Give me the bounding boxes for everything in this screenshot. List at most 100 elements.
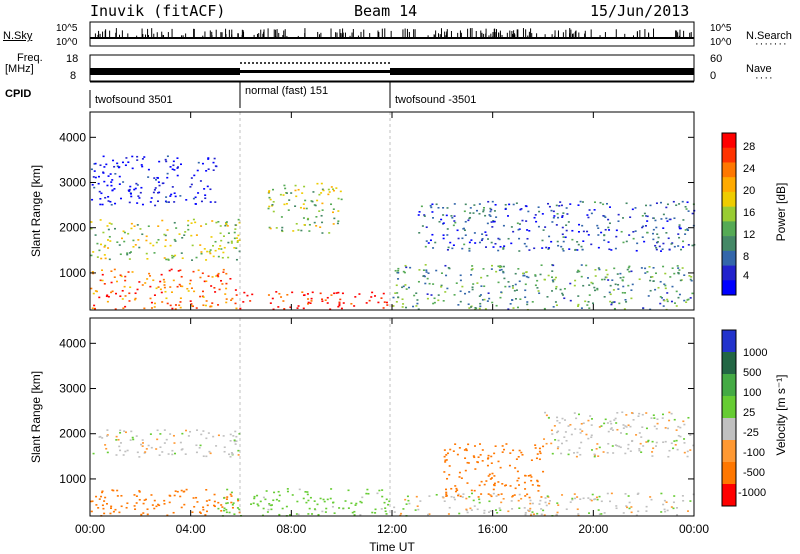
range-cell	[502, 497, 505, 500]
range-cell	[128, 292, 131, 295]
range-cell	[202, 296, 205, 298]
range-cell	[320, 182, 323, 185]
range-cell	[482, 210, 485, 213]
range-cell	[211, 276, 214, 278]
range-cell	[673, 245, 676, 248]
range-cell	[326, 498, 329, 501]
range-cell	[171, 449, 174, 452]
range-cell	[124, 305, 127, 308]
range-cell	[161, 451, 164, 453]
range-cell	[202, 455, 205, 458]
range-cell	[469, 507, 472, 510]
range-cell	[600, 425, 603, 427]
range-cell	[526, 303, 529, 306]
range-cell	[517, 455, 520, 458]
range-cell	[490, 477, 493, 479]
range-cell	[110, 181, 113, 183]
range-cell	[174, 490, 177, 492]
range-cell	[187, 290, 190, 292]
range-cell	[108, 258, 111, 261]
range-cell	[675, 429, 678, 431]
range-cell	[645, 412, 648, 414]
range-cell	[517, 477, 520, 480]
range-cell	[551, 276, 554, 279]
range-cell	[672, 507, 675, 510]
range-cell	[687, 298, 690, 301]
range-cell	[502, 248, 505, 250]
range-cell	[476, 282, 479, 284]
range-cell	[630, 506, 633, 508]
range-cell	[645, 510, 648, 512]
range-cell	[552, 210, 555, 213]
range-cell	[119, 295, 122, 298]
range-cell	[440, 218, 443, 221]
range-cell	[100, 495, 103, 498]
y-tick-label: 1000	[59, 472, 86, 486]
range-cell	[170, 193, 173, 196]
range-cell	[682, 420, 685, 423]
range-cell	[557, 216, 560, 219]
range-cell	[504, 208, 507, 210]
range-cell	[677, 233, 680, 235]
range-cell	[235, 440, 238, 442]
range-cell	[118, 445, 121, 448]
range-cell	[625, 433, 628, 435]
range-cell	[350, 502, 353, 505]
range-cell	[608, 291, 611, 294]
range-cell	[656, 418, 659, 421]
range-cell	[666, 300, 669, 303]
range-cell	[160, 291, 163, 294]
range-cell	[642, 307, 645, 309]
range-cell	[178, 233, 181, 235]
range-cell	[146, 508, 149, 511]
range-cell	[494, 509, 497, 511]
range-cell	[259, 500, 262, 503]
range-cell	[474, 468, 477, 470]
range-cell	[545, 442, 548, 445]
range-cell	[496, 511, 499, 514]
range-cell	[478, 498, 481, 501]
range-cell	[173, 494, 176, 497]
range-cell	[122, 454, 125, 456]
range-cell	[679, 227, 682, 230]
range-cell	[270, 504, 273, 506]
range-cell	[536, 279, 539, 282]
range-cell	[234, 302, 237, 305]
range-cell	[462, 227, 465, 230]
range-cell	[299, 206, 302, 209]
range-cell	[536, 287, 539, 289]
range-cell	[557, 439, 560, 442]
range-cell	[146, 513, 149, 516]
range-cell	[338, 507, 341, 509]
range-cell	[120, 505, 123, 508]
range-cell	[593, 209, 596, 211]
range-cell	[203, 280, 206, 283]
range-cell	[611, 279, 614, 282]
range-cell	[606, 492, 609, 495]
range-cell	[530, 479, 533, 482]
range-cell	[597, 234, 600, 236]
range-cell	[354, 296, 357, 298]
range-cell	[323, 500, 326, 503]
range-cell	[477, 456, 480, 458]
range-cell	[173, 201, 176, 203]
range-cell	[332, 189, 335, 192]
range-cell	[507, 308, 510, 310]
range-cell	[134, 292, 137, 295]
range-cell	[670, 300, 673, 303]
range-cell	[409, 266, 412, 269]
range-cell	[200, 251, 203, 253]
range-cell	[92, 272, 95, 275]
range-cell	[464, 220, 467, 223]
range-cell	[653, 425, 656, 428]
range-cell	[574, 428, 577, 430]
range-cell	[445, 454, 448, 456]
range-cell	[465, 497, 468, 500]
range-cell	[115, 292, 118, 295]
range-cell	[577, 413, 580, 416]
range-cell	[155, 287, 158, 290]
range-cell	[619, 446, 622, 449]
range-cell	[453, 294, 456, 296]
range-cell	[525, 275, 528, 278]
range-cell	[587, 437, 590, 440]
